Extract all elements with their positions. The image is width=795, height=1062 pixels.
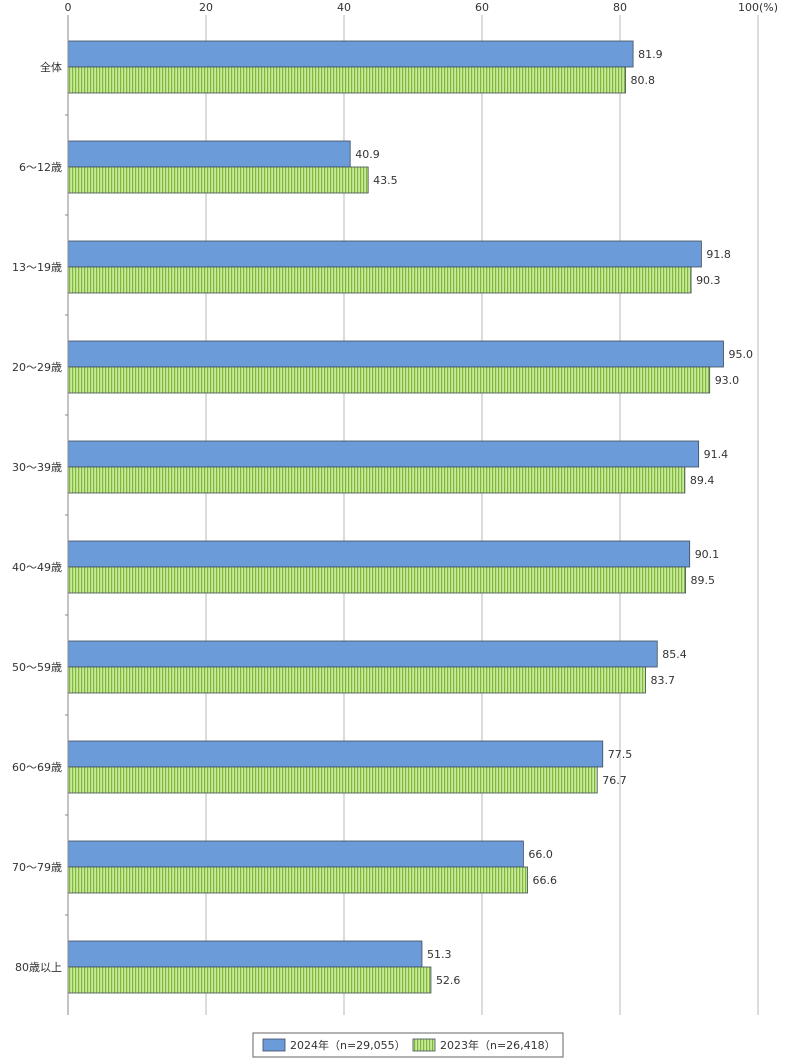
category-label: 40～49歳 bbox=[12, 561, 62, 574]
x-tick-label: 40 bbox=[337, 1, 351, 14]
legend-label: 2023年（n=26,418） bbox=[440, 1038, 556, 1052]
bar-0 bbox=[67, 40, 634, 68]
bar-0 bbox=[67, 240, 702, 268]
legend-label: 2024年（n=29,055） bbox=[290, 1038, 406, 1052]
x-tick-label: 0 bbox=[65, 1, 72, 14]
bar-0 bbox=[67, 840, 524, 868]
bar-1 bbox=[67, 666, 646, 694]
x-axis-ticks: 0 20 40 60 80 100(%) bbox=[65, 1, 779, 14]
value-label: 66.0 bbox=[528, 848, 553, 861]
bar-1 bbox=[67, 766, 598, 794]
x-tick-label: 80 bbox=[613, 1, 627, 14]
value-label: 90.1 bbox=[695, 548, 720, 561]
x-tick-label: 20 bbox=[199, 1, 213, 14]
value-label: 89.5 bbox=[691, 574, 716, 587]
value-label: 90.3 bbox=[696, 274, 721, 287]
category-label: 全体 bbox=[40, 60, 62, 74]
bar-1 bbox=[67, 266, 692, 294]
category-label: 13～19歳 bbox=[12, 261, 62, 274]
bar-0 bbox=[67, 740, 604, 768]
value-label: 52.6 bbox=[436, 974, 461, 987]
value-labels: 81.9 80.8 40.9 43.5 91.8 90.3 95.0 93.0 91.4 89.4… bbox=[355, 48, 753, 987]
bar-1 bbox=[67, 366, 711, 394]
value-label: 93.0 bbox=[715, 374, 740, 387]
bar-1 bbox=[67, 466, 686, 494]
bar-1 bbox=[67, 866, 528, 894]
value-label: 80.8 bbox=[631, 74, 656, 87]
legend-swatch bbox=[262, 1038, 286, 1052]
x-tick-label: 100(%) bbox=[738, 1, 778, 14]
value-label: 91.4 bbox=[704, 448, 729, 461]
value-label: 76.7 bbox=[602, 774, 627, 787]
bar-0 bbox=[67, 440, 700, 468]
category-label: 6～12歳 bbox=[19, 161, 62, 174]
category-label: 50～59歳 bbox=[12, 661, 62, 674]
bar-0 bbox=[67, 140, 351, 168]
category-label: 20～29歳 bbox=[12, 361, 62, 374]
category-label: 70～79歳 bbox=[12, 861, 62, 874]
bar-1 bbox=[67, 966, 432, 994]
value-label: 95.0 bbox=[729, 348, 754, 361]
bar-0 bbox=[67, 340, 724, 368]
category-label: 80歳以上 bbox=[15, 961, 62, 974]
value-label: 91.8 bbox=[706, 248, 731, 261]
legend-box bbox=[252, 1032, 564, 1058]
x-tick-label: 60 bbox=[475, 1, 489, 14]
value-label: 66.6 bbox=[533, 874, 558, 887]
bar-0 bbox=[67, 540, 691, 568]
value-label: 81.9 bbox=[638, 48, 663, 61]
bar-0 bbox=[67, 640, 658, 668]
category-label: 30～39歳 bbox=[12, 461, 62, 474]
value-label: 43.5 bbox=[373, 174, 398, 187]
bar-1 bbox=[67, 66, 626, 94]
legend: 2024年（n=29,055） 2023年（n=26,418） bbox=[252, 1032, 564, 1058]
bar-1 bbox=[67, 566, 686, 594]
legend-swatch bbox=[412, 1038, 436, 1052]
value-label: 89.4 bbox=[690, 474, 715, 487]
value-label: 85.4 bbox=[662, 648, 687, 661]
category-axis: 全体 6～12歳 13～19歳 20～29歳 30～39歳 40～49歳 50～59歳 60～… bbox=[12, 15, 69, 1015]
bars bbox=[67, 40, 724, 994]
value-label: 51.3 bbox=[427, 948, 452, 961]
value-label: 40.9 bbox=[355, 148, 380, 161]
bar-1 bbox=[67, 166, 369, 194]
category-label: 60～69歳 bbox=[12, 761, 62, 774]
value-label: 77.5 bbox=[608, 748, 633, 761]
bar-0 bbox=[67, 940, 423, 968]
value-label: 83.7 bbox=[651, 674, 676, 687]
